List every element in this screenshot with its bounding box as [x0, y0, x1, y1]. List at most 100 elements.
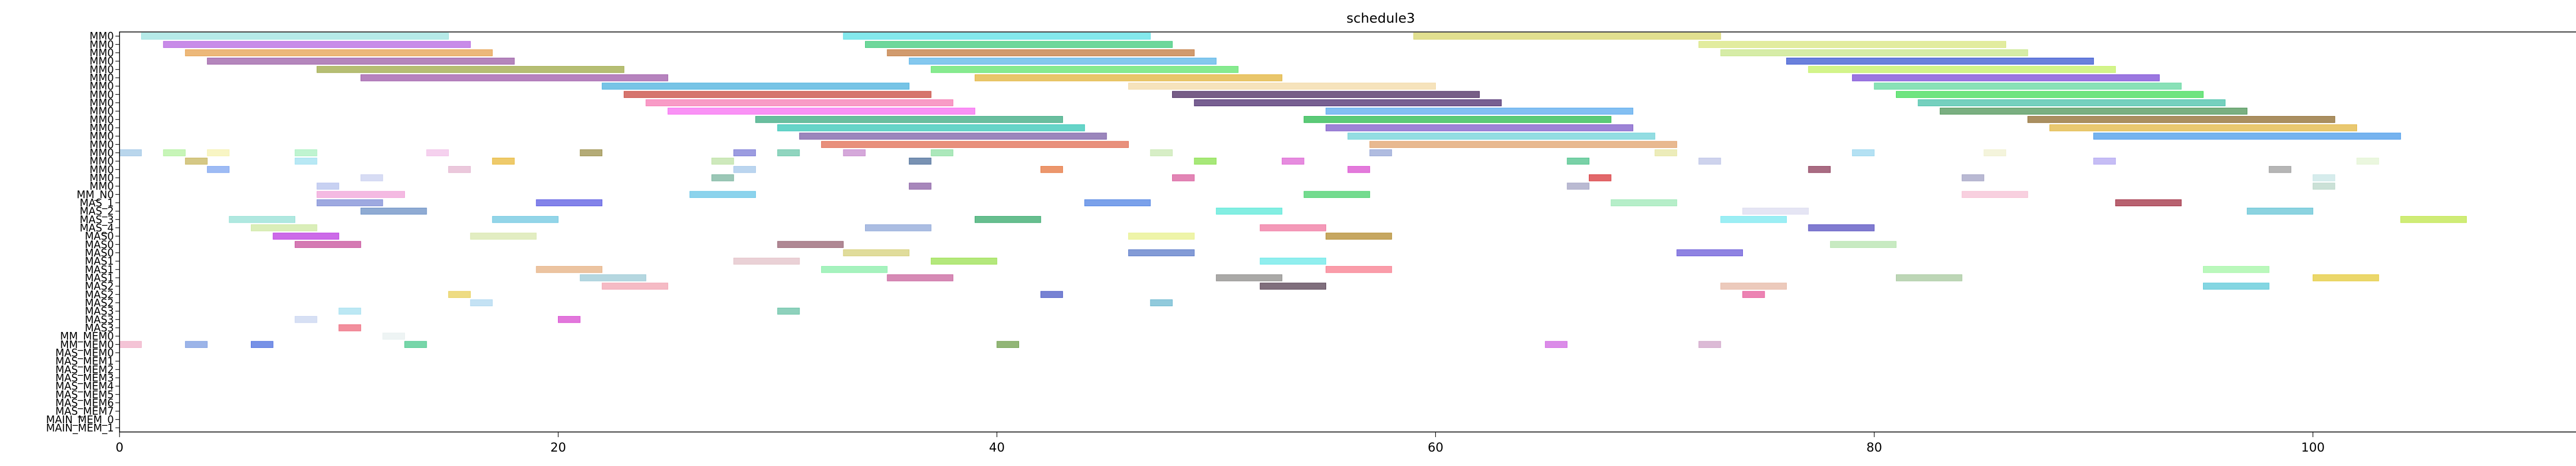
- task-bar: [1369, 141, 1677, 148]
- x-tick-label: 80: [1867, 440, 1883, 455]
- task-bar: [1720, 49, 2028, 57]
- task-bar: [777, 241, 844, 248]
- y-tick-label: MAS_MEM4: [55, 380, 114, 392]
- task-bar: [295, 149, 317, 157]
- task-bar: [207, 57, 515, 65]
- task-bar: [1742, 291, 1765, 298]
- task-bar: [711, 174, 734, 181]
- y-tick-label: MM0: [90, 46, 114, 59]
- task-bar: [1260, 257, 1327, 265]
- y-tick-label: MM_N0: [77, 188, 114, 201]
- task-bar: [229, 216, 296, 223]
- task-bar: [295, 157, 317, 165]
- task-bar: [1150, 149, 1173, 157]
- y-tick-label: MAS_MEM7: [55, 405, 114, 418]
- task-bar: [777, 124, 1085, 131]
- y-tick-label: MM0: [90, 163, 114, 176]
- task-bar: [2027, 116, 2335, 123]
- task-bar: [295, 316, 317, 323]
- task-bar: [1281, 157, 1304, 165]
- task-bar: [821, 141, 1129, 148]
- task-bar: [930, 257, 997, 265]
- y-tick-label: MM0: [90, 88, 114, 101]
- task-bar: [1654, 149, 1677, 157]
- task-bar: [448, 291, 471, 298]
- task-bar: [887, 49, 1195, 57]
- task-bar: [1808, 166, 1831, 173]
- y-tick-label: MAS3: [85, 305, 114, 318]
- task-bar: [602, 82, 910, 90]
- y-tick-label: MM_MEM0: [60, 338, 114, 351]
- y-tick-label: MAS2: [85, 280, 114, 292]
- task-bar: [316, 199, 383, 207]
- task-bar: [1260, 224, 1327, 231]
- task-bar: [821, 266, 888, 273]
- task-bar: [1961, 174, 1985, 181]
- task-bar: [1084, 199, 1151, 207]
- task-bar: [448, 166, 471, 173]
- y-tick-label: MAS_1: [80, 196, 114, 209]
- task-bar: [733, 257, 800, 265]
- task-bar: [1852, 74, 2160, 81]
- y-tick-label: MM0: [90, 55, 114, 68]
- task-bar: [843, 149, 866, 157]
- task-bar: [1984, 149, 2006, 157]
- task-bar: [185, 49, 493, 57]
- task-bar: [887, 274, 954, 281]
- y-tick-label: MAS2: [85, 296, 114, 309]
- y-tick-label: MAIN_MEM_0: [46, 413, 114, 426]
- task-bar: [536, 199, 603, 207]
- task-bar: [1720, 216, 1787, 223]
- task-bar: [207, 149, 230, 157]
- task-bar: [1369, 149, 1392, 157]
- task-bar: [865, 224, 931, 231]
- task-bar: [580, 274, 647, 281]
- task-bar: [1676, 249, 1743, 257]
- task-bar: [1303, 191, 1370, 198]
- y-tick-label: MAS0: [85, 238, 114, 251]
- task-bar: [141, 32, 449, 40]
- y-axis-labels: MM0MM0MM0MM0MM0MM0MM0MM0MM0MM0MM0MM0MM0M…: [46, 30, 120, 434]
- task-bar: [360, 74, 668, 81]
- task-bar: [492, 157, 515, 165]
- task-bar: [777, 149, 800, 157]
- task-bar: [1611, 199, 1677, 207]
- task-bar: [2093, 132, 2401, 140]
- task-bar: [1194, 99, 1502, 107]
- task-bar: [1347, 132, 1655, 140]
- task-bar: [1720, 282, 1787, 290]
- task-bar: [1128, 82, 1436, 90]
- task-bar: [1326, 124, 1634, 131]
- y-tick-label: MAS1: [85, 272, 114, 284]
- bar-group: [119, 32, 2467, 348]
- y-tick-label: MAS_2: [80, 205, 114, 218]
- task-bar: [930, 66, 1239, 73]
- task-bar: [316, 182, 340, 190]
- task-bar: [1413, 32, 1721, 40]
- task-bar: [930, 149, 954, 157]
- task-bar: [338, 307, 361, 315]
- task-bar: [711, 157, 734, 165]
- task-bar: [2093, 157, 2116, 165]
- y-tick-label: MM0: [90, 96, 114, 109]
- task-bar: [295, 241, 361, 248]
- task-bar: [1172, 174, 1195, 181]
- task-bar: [2115, 199, 2182, 207]
- task-bar: [667, 107, 975, 115]
- y-tick-label: MAS2: [85, 288, 114, 301]
- task-bar: [1216, 274, 1282, 281]
- task-bar: [1567, 182, 1589, 190]
- y-tick-label: MM0: [90, 146, 114, 159]
- task-bar: [1216, 207, 1282, 215]
- task-bar: [2312, 274, 2379, 281]
- task-bar: [2247, 207, 2313, 215]
- y-tick-label: MAS3: [85, 313, 114, 326]
- task-bar: [1567, 157, 1589, 165]
- y-tick-label: MAS_MEM2: [55, 363, 114, 376]
- task-bar: [1786, 57, 2094, 65]
- task-bar: [1303, 116, 1612, 123]
- task-bar: [2312, 174, 2335, 181]
- y-tick-label: MAS1: [85, 255, 114, 268]
- task-bar: [119, 341, 142, 348]
